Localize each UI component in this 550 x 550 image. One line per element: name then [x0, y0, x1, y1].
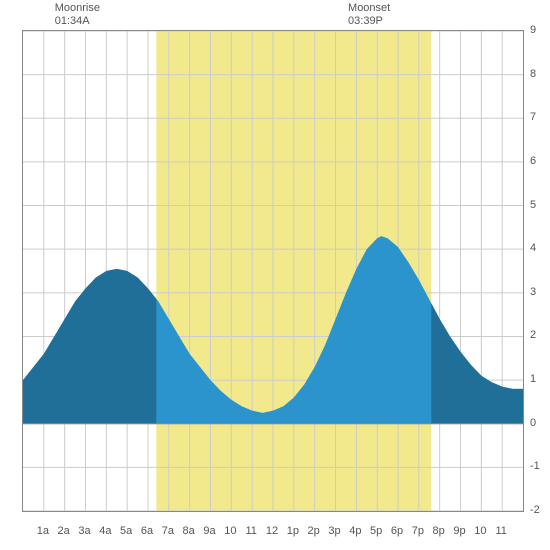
x-tick-label: 6p — [391, 525, 403, 537]
x-tick-label: 9a — [203, 525, 215, 537]
x-tick-label: 7p — [412, 525, 424, 537]
moonset-title: Moonset — [348, 2, 390, 15]
x-tick-label: 9p — [453, 525, 465, 537]
x-tick-label: 12 — [266, 525, 278, 537]
x-tick-label: 5a — [120, 525, 132, 537]
y-tick-label: 5 — [530, 199, 536, 211]
x-tick-label: 7a — [162, 525, 174, 537]
moonrise-title: Moonrise — [55, 2, 100, 15]
x-tick-label: 4p — [349, 525, 361, 537]
x-tick-label: 6a — [141, 525, 153, 537]
y-tick-label: -2 — [530, 504, 540, 516]
y-tick-label: 8 — [530, 68, 536, 80]
y-tick-label: -1 — [530, 460, 540, 472]
moonrise-label-block: Moonrise 01:34A — [55, 2, 100, 28]
y-tick-label: 2 — [530, 329, 536, 341]
x-tick-label: 11 — [245, 525, 256, 537]
x-tick-label: 11 — [495, 525, 506, 537]
tide-chart-container: Moonrise 01:34A Moonset 03:39P -2-101234… — [0, 0, 550, 550]
moonset-label-block: Moonset 03:39P — [348, 2, 390, 28]
x-tick-label: 5p — [370, 525, 382, 537]
y-tick-label: 1 — [530, 373, 536, 385]
chart-svg — [23, 31, 523, 511]
y-tick-label: 6 — [530, 155, 536, 167]
moonrise-time: 01:34A — [55, 15, 100, 28]
x-tick-label: 1p — [287, 525, 299, 537]
y-tick-label: 4 — [530, 242, 536, 254]
moonset-time: 03:39P — [348, 15, 390, 28]
y-tick-label: 9 — [530, 24, 536, 36]
y-tick-label: 3 — [530, 286, 536, 298]
x-tick-label: 3a — [78, 525, 90, 537]
y-tick-label: 7 — [530, 111, 536, 123]
x-tick-label: 10 — [224, 525, 236, 537]
y-tick-label: 0 — [530, 417, 536, 429]
x-tick-label: 10 — [474, 525, 486, 537]
x-tick-label: 3p — [328, 525, 340, 537]
tide-chart — [22, 30, 524, 512]
x-tick-label: 4a — [99, 525, 111, 537]
x-tick-label: 8a — [183, 525, 195, 537]
x-tick-label: 2p — [308, 525, 320, 537]
x-tick-label: 1a — [37, 525, 49, 537]
x-tick-label: 8p — [433, 525, 445, 537]
x-tick-label: 2a — [58, 525, 70, 537]
